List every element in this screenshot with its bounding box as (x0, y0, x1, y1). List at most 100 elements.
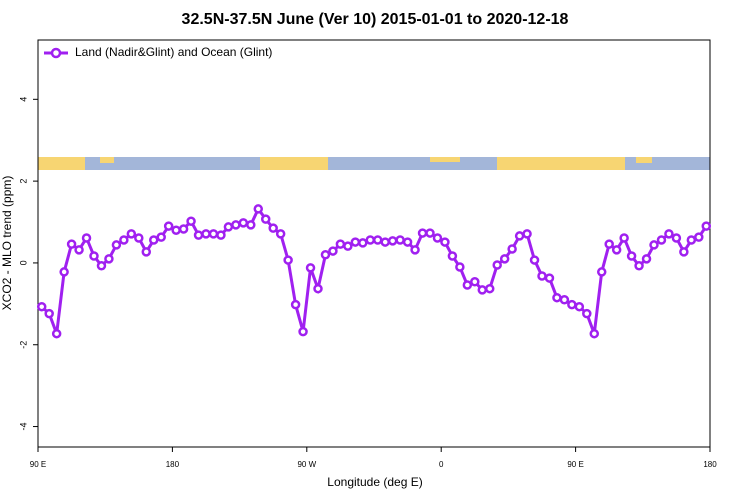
data-point (350, 237, 361, 247)
data-point (246, 220, 256, 230)
data-point (89, 251, 99, 261)
data-point (507, 244, 517, 254)
data-point (253, 204, 264, 214)
data-point (679, 247, 689, 257)
data-point (66, 239, 77, 249)
data-point (440, 237, 450, 247)
data-point (141, 247, 152, 257)
data-point (380, 237, 390, 247)
data-point (328, 246, 338, 256)
data-point (156, 232, 166, 242)
x-tick-label: 90 E (30, 460, 46, 469)
data-point (522, 229, 532, 239)
data-point (582, 308, 592, 319)
data-point (589, 328, 600, 339)
data-point (74, 245, 84, 255)
data-point (208, 229, 219, 239)
data-point (619, 233, 629, 243)
data-point (119, 235, 129, 245)
legend-label: Land (Nadir&Glint) and Ocean (Glint) (75, 45, 272, 59)
series-line (40, 206, 708, 335)
data-point (178, 224, 189, 234)
plot-frame (37, 39, 711, 448)
legend-marker (50, 47, 62, 59)
data-point (656, 235, 667, 245)
data-point (216, 230, 226, 240)
data-point (402, 237, 413, 247)
data-point (238, 218, 249, 228)
data-point (701, 221, 712, 231)
data-point (484, 283, 495, 294)
data-point (470, 276, 480, 287)
data-point (694, 232, 704, 242)
data-point (268, 223, 278, 233)
data-point (313, 283, 323, 294)
land-ocean-strip (38, 157, 710, 170)
data-point (275, 229, 286, 239)
data-point (395, 235, 405, 245)
data-point (664, 229, 674, 239)
data-point (96, 261, 107, 271)
data-point (320, 249, 331, 260)
data-point (596, 267, 607, 277)
data-point (447, 251, 458, 261)
data-point (649, 240, 659, 250)
data-point (425, 228, 435, 238)
x-tick-label: 180 (166, 460, 180, 469)
y-tick-label: 0 (18, 260, 28, 265)
data-point (559, 294, 570, 305)
data-point (335, 239, 346, 249)
chart-title: 32.5N-37.5N June (Ver 10) 2015-01-01 to … (182, 11, 569, 28)
data-point (171, 225, 181, 235)
x-tick-label: 90 E (567, 460, 583, 469)
data-point (260, 214, 271, 224)
data-point (462, 280, 473, 290)
data-point (574, 301, 585, 312)
data-point (186, 216, 196, 226)
data-point (104, 254, 114, 264)
data-point (148, 235, 159, 245)
data-point (81, 233, 92, 243)
data-point (387, 236, 398, 246)
y-tick-label: -2 (18, 341, 28, 349)
data-point (290, 299, 301, 310)
data-point (417, 228, 428, 238)
data-point (163, 221, 174, 231)
data-point (201, 229, 211, 239)
data-point (514, 231, 525, 241)
data-point (492, 260, 502, 270)
data-point (544, 273, 555, 283)
data-point (44, 308, 54, 319)
y-axis-label: XCO2 - MLO trend (ppm) (0, 176, 14, 311)
data-point (305, 263, 316, 273)
data-point (365, 235, 376, 245)
data-point (567, 299, 577, 310)
data-point (283, 255, 293, 265)
x-axis-label: Longitude (deg E) (327, 475, 422, 489)
data-point (634, 261, 644, 271)
y-tick-label: 4 (18, 97, 28, 102)
data-point (552, 292, 562, 303)
data-point (36, 301, 47, 312)
data-point (537, 271, 547, 281)
data-point (477, 285, 488, 295)
data-point (126, 229, 137, 239)
data-point (432, 233, 443, 243)
data-point (626, 251, 637, 261)
y-tick-label: -4 (18, 423, 28, 431)
data-point (499, 254, 510, 264)
data-point (529, 255, 540, 265)
data-point (641, 254, 652, 264)
data-point (686, 235, 697, 245)
data-point (671, 233, 682, 243)
data-point (111, 240, 122, 250)
data-point (51, 328, 62, 339)
data-point (604, 239, 614, 249)
x-tick-label: 90 W (297, 460, 316, 469)
data-point (611, 245, 622, 255)
data-point (372, 235, 383, 245)
data-point (193, 230, 204, 240)
data-point (358, 238, 368, 248)
data-point (298, 326, 308, 337)
